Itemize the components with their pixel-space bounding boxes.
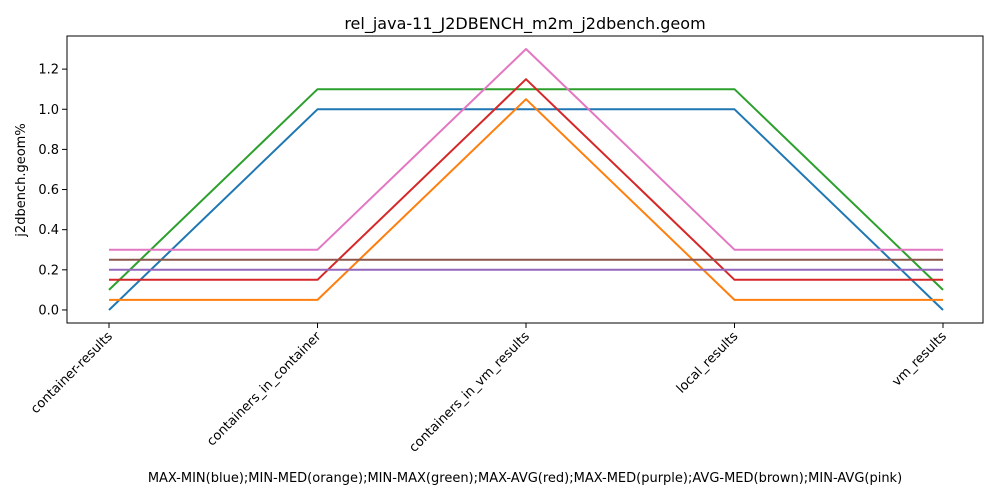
plot-frame	[66, 35, 984, 324]
chart-title: rel_java-11_J2DBENCH_m2m_j2dbench.geom	[344, 14, 705, 34]
y-axis: 0.0 0.2 0.4 0.6 0.8 1.0 1.2	[38, 63, 67, 318]
x-tick-label: containers_in_vm_results	[407, 329, 533, 455]
y-tick-label: 0.8	[38, 143, 59, 158]
x-tick-label: vm_results	[889, 329, 950, 390]
y-tick-label: 0.6	[38, 183, 59, 198]
x-axis: container-results containers_in_container…	[28, 323, 950, 456]
series-line-2	[108, 88, 944, 291]
y-tick-label: 0.0	[38, 303, 59, 318]
series-line-0	[108, 108, 944, 311]
y-tick-label: 1.2	[38, 63, 59, 78]
x-axis-label: MAX-MIN(blue);MIN-MED(orange);MIN-MAX(gr…	[148, 471, 902, 486]
y-axis-label: j2dbench.geom%	[14, 123, 29, 237]
series-line-1	[109, 98, 943, 301]
x-tick-label: container-results	[28, 329, 116, 417]
series-line-6	[109, 48, 943, 251]
plot-area	[108, 48, 944, 311]
x-tick-label: local_results	[674, 329, 742, 397]
x-tick-label: containers_in_container	[204, 329, 325, 450]
y-tick-label: 0.2	[38, 263, 59, 278]
y-tick-label: 1.0	[38, 103, 59, 118]
y-tick-label: 0.4	[38, 223, 59, 238]
series-line-3	[109, 78, 943, 281]
